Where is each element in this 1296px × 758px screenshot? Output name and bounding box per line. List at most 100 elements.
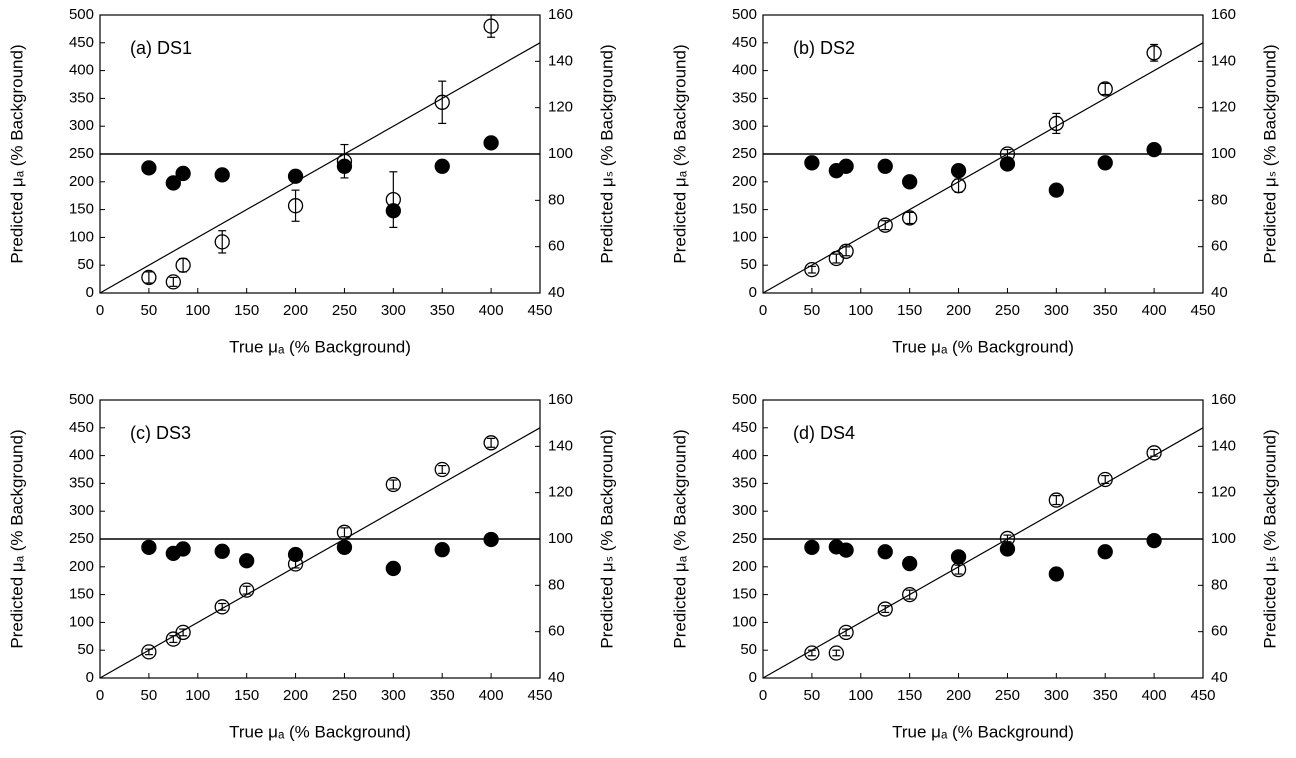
error-bar xyxy=(1150,448,1159,457)
y-tick-label: 0 xyxy=(86,669,94,686)
x-tick-label: 400 xyxy=(1142,302,1167,319)
filled-point xyxy=(1146,532,1162,549)
panel: 0 50 100 150 200 250 300 350 400 450 0 50 100 150 200 2… xyxy=(7,391,616,742)
y2-tick-label: 80 xyxy=(548,191,565,208)
y-axis-label: Predicted μₐ (% Background) xyxy=(670,44,689,263)
x-tick-label: 150 xyxy=(897,687,922,704)
y2-tick-label: 80 xyxy=(1211,191,1228,208)
x-tick-label: 450 xyxy=(527,687,552,704)
filled-point xyxy=(838,158,854,174)
y2-tick-label: 140 xyxy=(548,437,573,454)
error-bar xyxy=(438,80,447,125)
y-tick-label: 50 xyxy=(740,256,757,273)
error-bar xyxy=(144,271,153,284)
x-tick-label: 350 xyxy=(1093,302,1118,319)
y-axis-label: Predicted μₐ (% Background) xyxy=(7,429,26,648)
y-tick-label: 450 xyxy=(732,419,757,436)
error-bar xyxy=(218,602,227,611)
y-tick-label: 100 xyxy=(69,228,94,245)
y-tick-label: 200 xyxy=(69,558,94,575)
error-bar xyxy=(389,479,398,490)
y-tick-label: 250 xyxy=(732,145,757,162)
y2-tick-label: 140 xyxy=(1211,437,1236,454)
x-tick-label: 100 xyxy=(185,302,210,319)
error-bar xyxy=(169,635,178,644)
filled-point xyxy=(434,542,450,558)
filled-point xyxy=(175,541,191,557)
x-tick-label: 0 xyxy=(759,302,767,319)
x-tick-label: 250 xyxy=(995,687,1020,704)
open-point xyxy=(483,18,499,34)
identity-line xyxy=(762,427,1204,679)
y-tick-label: 450 xyxy=(732,34,757,51)
y-tick-label: 250 xyxy=(69,145,94,162)
x-tick-label: 100 xyxy=(848,302,873,319)
filled-point xyxy=(165,175,181,191)
error-bar xyxy=(291,189,300,222)
y-tick-label: 450 xyxy=(69,34,94,51)
y2-tick-label: 160 xyxy=(1211,6,1236,23)
error-bar xyxy=(389,171,398,228)
annotation: (a) DS1 xyxy=(130,38,192,58)
open-point xyxy=(483,435,499,451)
y-tick-label: 400 xyxy=(732,62,757,79)
x-axis-label: True μₐ (% Background) xyxy=(229,722,411,741)
error-bar xyxy=(340,527,349,538)
error-bar xyxy=(487,437,496,448)
open-point xyxy=(838,624,854,641)
y-tick-label: 100 xyxy=(732,613,757,630)
open-point xyxy=(828,250,844,267)
filled-point xyxy=(214,543,230,559)
x-tick-label: 350 xyxy=(430,302,455,319)
open-point xyxy=(950,178,967,194)
open-point xyxy=(804,645,820,661)
y-tick-label: 250 xyxy=(69,530,94,547)
error-bar xyxy=(218,230,227,254)
error-bar xyxy=(179,628,188,637)
y2-tick-label: 100 xyxy=(548,530,573,547)
x-tick-label: 350 xyxy=(430,687,455,704)
x-tick-label: 0 xyxy=(96,302,104,319)
filled-point xyxy=(877,544,893,560)
y2-tick-label: 80 xyxy=(1211,576,1228,593)
filled-point xyxy=(950,549,967,565)
y2-axis-label: Predicted μₛ (% Background) xyxy=(597,44,616,263)
y2-tick-label: 40 xyxy=(1211,284,1228,301)
error-bar xyxy=(881,605,890,613)
y2-tick-label: 120 xyxy=(548,99,573,116)
x-tick-label: 150 xyxy=(897,302,922,319)
y-tick-label: 100 xyxy=(69,613,94,630)
error-bar xyxy=(169,276,178,287)
identity-line xyxy=(99,42,541,294)
x-tick-label: 200 xyxy=(946,302,971,319)
x-tick-label: 400 xyxy=(1142,687,1167,704)
x-tick-label: 400 xyxy=(479,302,504,319)
open-point xyxy=(175,624,191,641)
x-tick-label: 300 xyxy=(1044,687,1069,704)
y-tick-label: 500 xyxy=(732,391,757,408)
y-tick-label: 150 xyxy=(732,586,757,603)
y-tick-label: 200 xyxy=(69,173,94,190)
filled-point xyxy=(1146,141,1162,158)
panel: 0 50 100 150 200 250 300 350 400 450 0 50 100 150 200 2… xyxy=(7,6,616,357)
error-bar xyxy=(242,585,251,595)
error-bar xyxy=(832,649,841,657)
y2-tick-label: 60 xyxy=(548,623,565,640)
filled-point xyxy=(1048,182,1064,198)
x-tick-label: 50 xyxy=(804,687,821,704)
filled-point xyxy=(336,539,353,555)
error-bar xyxy=(1101,82,1110,96)
y2-tick-label: 40 xyxy=(548,669,565,686)
filled-point xyxy=(804,539,820,555)
filled-point xyxy=(838,542,854,558)
filled-point xyxy=(999,156,1016,172)
y2-tick-label: 100 xyxy=(1211,145,1236,162)
error-bar xyxy=(807,265,816,274)
open-point xyxy=(877,601,893,617)
y-tick-label: 0 xyxy=(86,284,94,301)
y2-tick-label: 160 xyxy=(548,391,573,408)
y-tick-label: 50 xyxy=(77,641,94,658)
open-point xyxy=(287,198,304,214)
x-tick-label: 250 xyxy=(332,302,357,319)
